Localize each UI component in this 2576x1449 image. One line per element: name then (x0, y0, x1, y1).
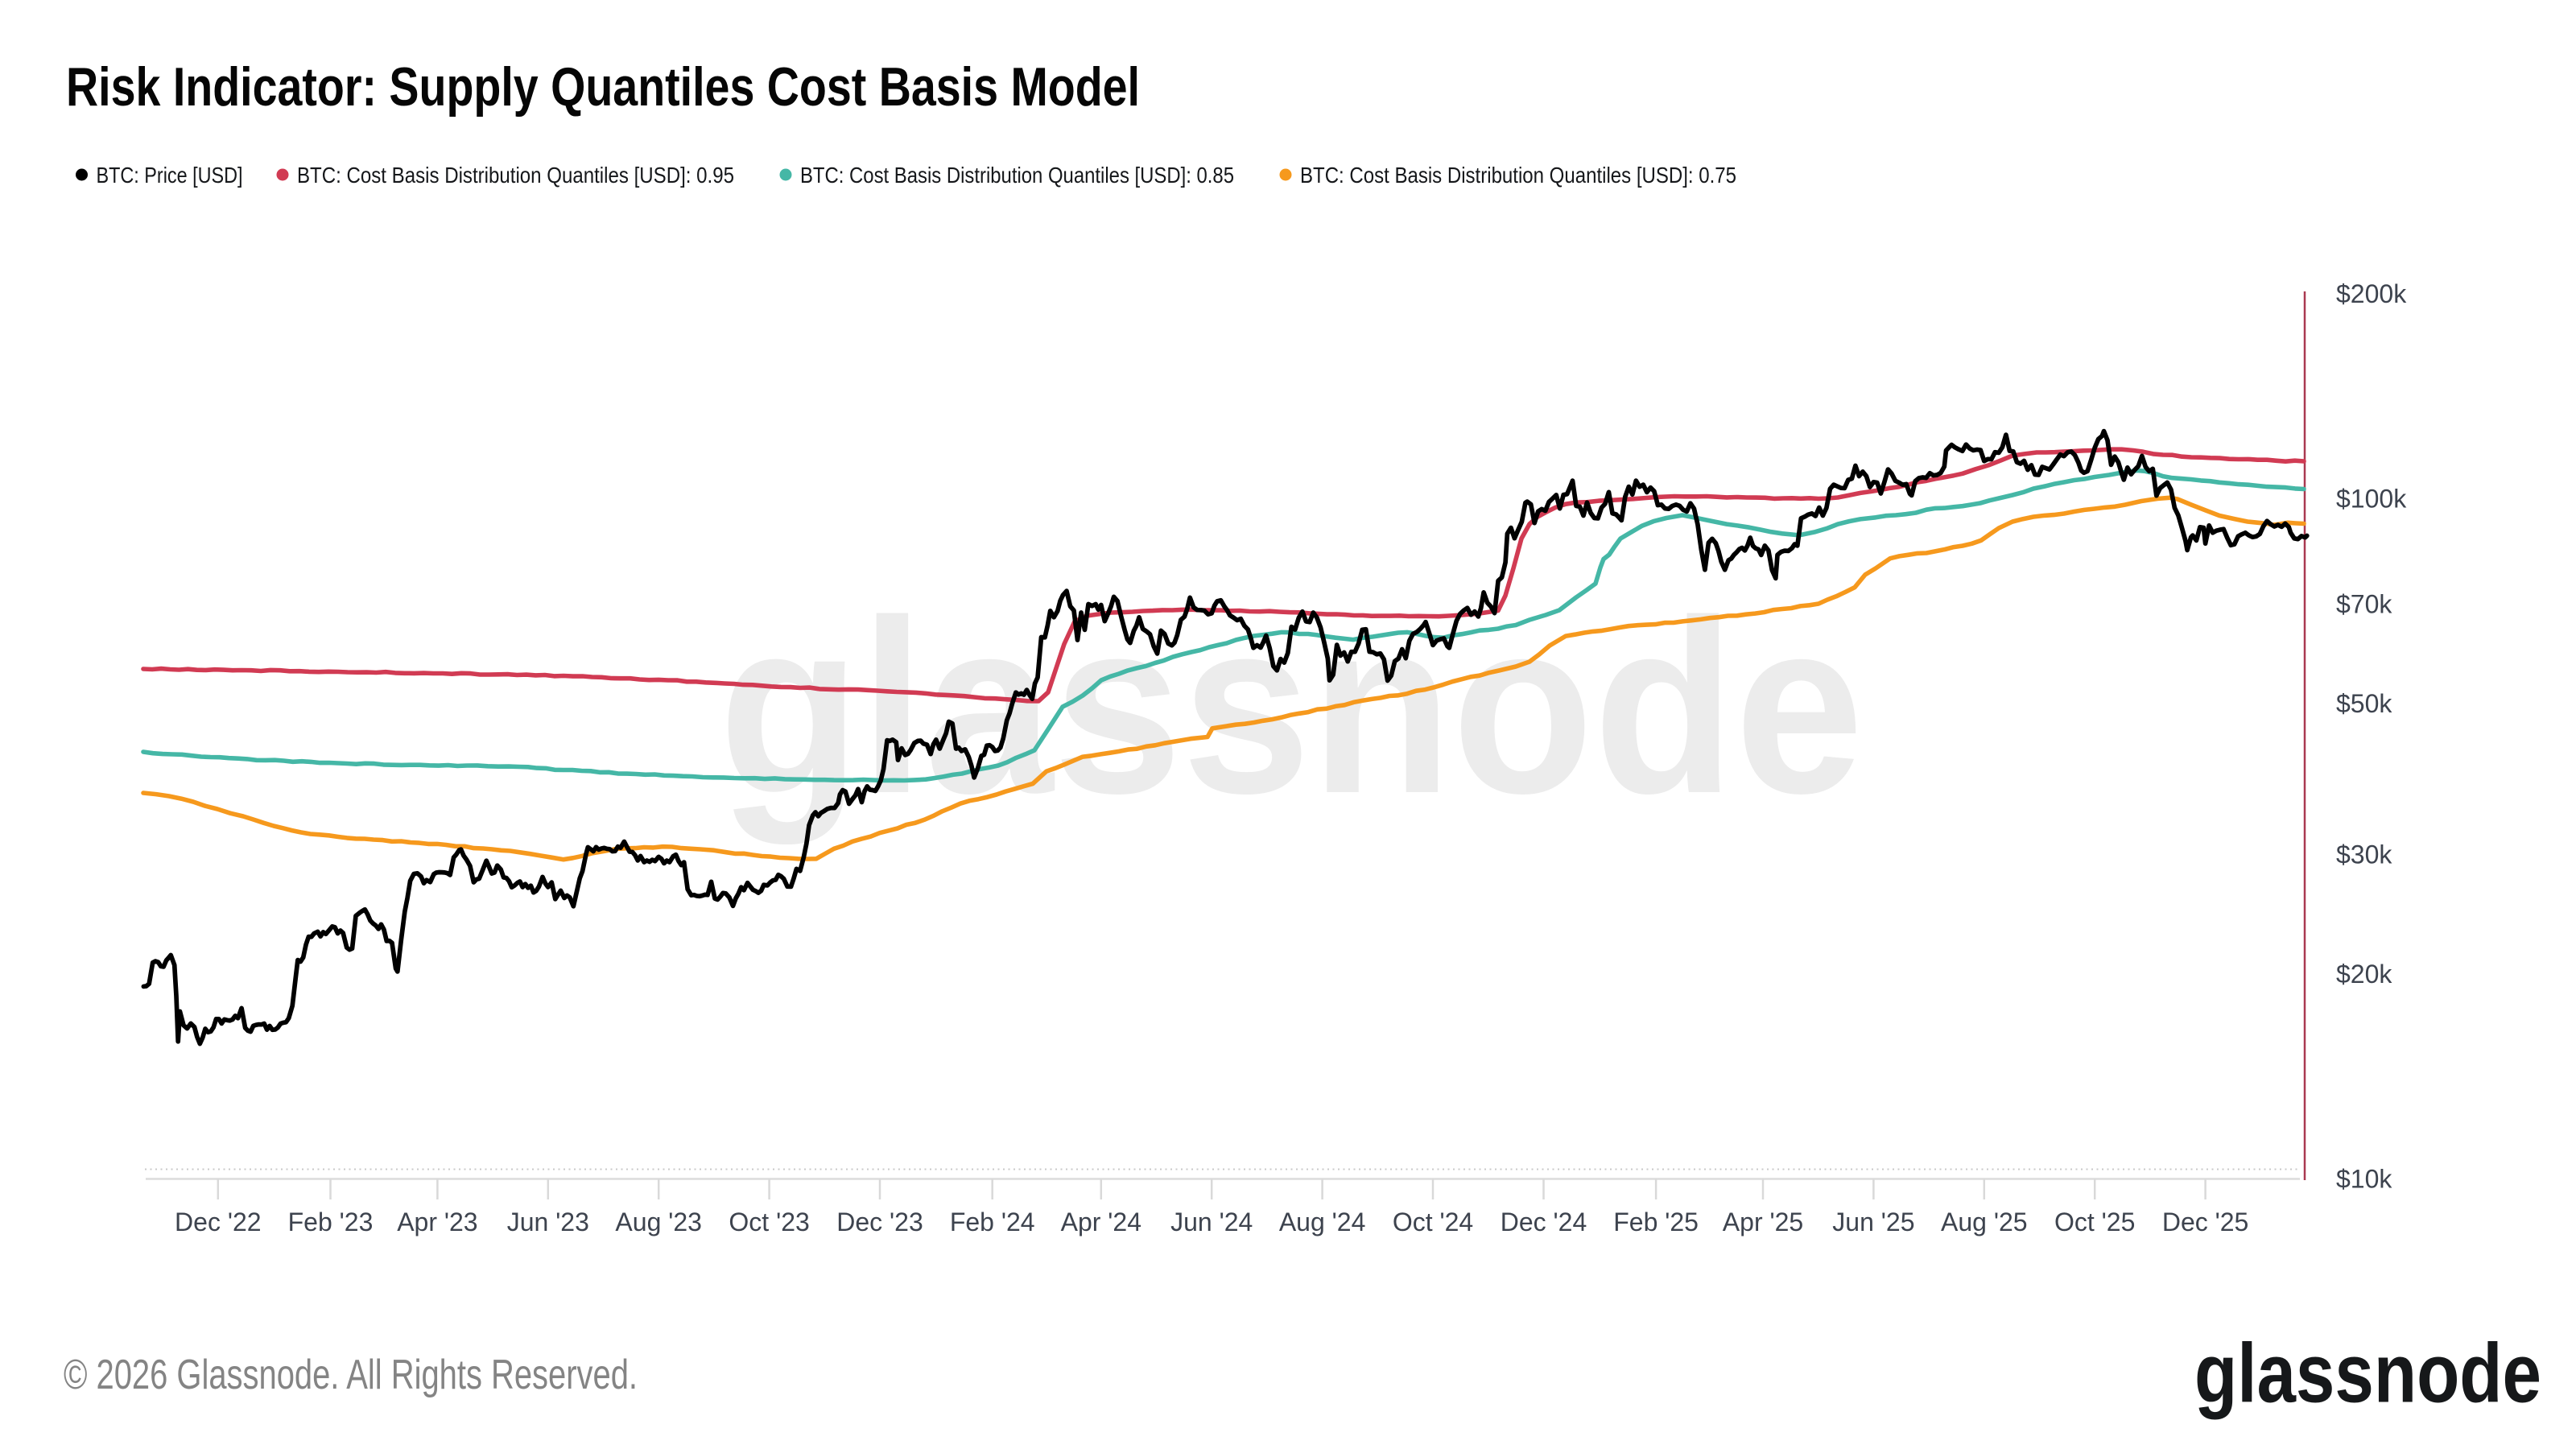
svg-text:Aug '23: Aug '23 (615, 1208, 702, 1236)
svg-text:Jun '24: Jun '24 (1170, 1208, 1253, 1236)
svg-text:$20k: $20k (2336, 960, 2392, 989)
svg-text:© 2026 Glassnode. All Rights R: © 2026 Glassnode. All Rights Reserved. (64, 1352, 638, 1398)
svg-text:$100k: $100k (2336, 485, 2407, 514)
svg-text:Feb '25: Feb '25 (1613, 1208, 1699, 1236)
svg-text:Dec '24: Dec '24 (1501, 1208, 1587, 1236)
svg-text:Dec '22: Dec '22 (175, 1208, 262, 1236)
svg-text:Oct '23: Oct '23 (729, 1208, 809, 1236)
svg-text:Apr '24: Apr '24 (1061, 1208, 1141, 1236)
svg-text:BTC: Cost Basis Distribution Q: BTC: Cost Basis Distribution Quantiles [… (800, 163, 1234, 188)
svg-text:$200k: $200k (2336, 279, 2407, 308)
svg-text:Apr '23: Apr '23 (397, 1208, 477, 1236)
svg-text:Risk Indicator: Supply Quantil: Risk Indicator: Supply Quantiles Cost Ba… (66, 56, 1140, 118)
svg-text:BTC: Cost Basis Distribution Q: BTC: Cost Basis Distribution Quantiles [… (297, 163, 734, 188)
svg-text:Dec '25: Dec '25 (2162, 1208, 2249, 1236)
svg-text:glassnode: glassnode (719, 569, 1864, 846)
svg-text:$50k: $50k (2336, 689, 2392, 718)
svg-text:$70k: $70k (2336, 589, 2392, 618)
svg-text:Aug '24: Aug '24 (1279, 1208, 1366, 1236)
svg-text:BTC: Price [USD]: BTC: Price [USD] (97, 163, 243, 188)
svg-text:Feb '23: Feb '23 (288, 1208, 374, 1236)
svg-text:Oct '25: Oct '25 (2054, 1208, 2135, 1236)
svg-text:Feb '24: Feb '24 (950, 1208, 1035, 1236)
svg-text:$30k: $30k (2336, 840, 2392, 869)
svg-text:Dec '23: Dec '23 (836, 1208, 923, 1236)
svg-text:Oct '24: Oct '24 (1393, 1208, 1473, 1236)
svg-text:Jun '23: Jun '23 (507, 1208, 589, 1236)
svg-text:BTC: Cost Basis Distribution Q: BTC: Cost Basis Distribution Quantiles [… (1300, 163, 1736, 188)
svg-text:glassnode: glassnode (2194, 1327, 2541, 1421)
svg-text:Apr '25: Apr '25 (1723, 1208, 1803, 1236)
svg-text:Jun '25: Jun '25 (1832, 1208, 1914, 1236)
svg-text:Aug '25: Aug '25 (1941, 1208, 2028, 1236)
svg-text:$10k: $10k (2336, 1165, 2392, 1194)
